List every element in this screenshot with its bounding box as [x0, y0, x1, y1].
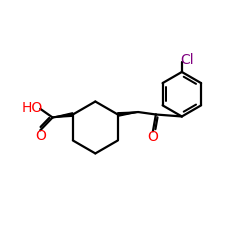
Text: Cl: Cl	[180, 52, 194, 66]
Text: O: O	[35, 129, 46, 143]
Polygon shape	[52, 113, 73, 117]
Polygon shape	[118, 112, 138, 116]
Text: HO: HO	[22, 101, 43, 115]
Text: O: O	[148, 130, 158, 144]
